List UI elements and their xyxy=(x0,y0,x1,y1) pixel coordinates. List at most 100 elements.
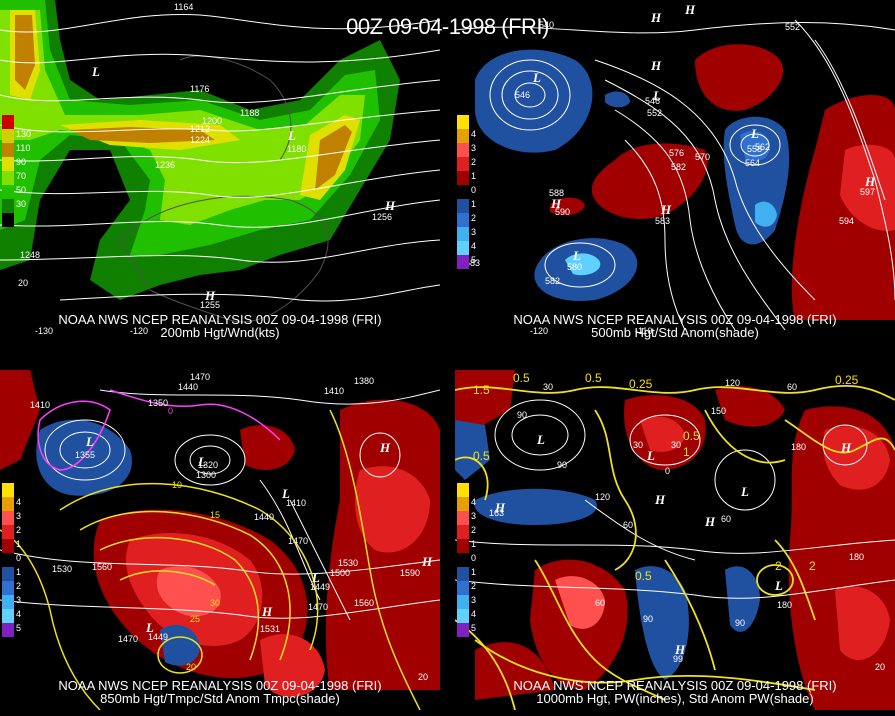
legend-swatch: 2 xyxy=(2,525,21,539)
legend-swatch: 1 xyxy=(457,567,476,581)
svg-text:1164: 1164 xyxy=(174,2,193,12)
legend-label: 1 xyxy=(471,171,477,181)
svg-text:-120: -120 xyxy=(130,326,148,336)
legend-label: 2 xyxy=(16,581,22,591)
legend-label: 5 xyxy=(16,623,22,633)
svg-text:90: 90 xyxy=(643,614,653,624)
legend-1000mb: 4 3 2 1 0 1 2 3 4 5 xyxy=(457,483,476,637)
svg-text:H: H xyxy=(864,174,876,189)
map-500mb: 540 552 546 546 552 558 564 570 576 582 … xyxy=(455,2,895,336)
legend-label: 2 xyxy=(16,525,22,535)
svg-text:180: 180 xyxy=(777,600,792,610)
svg-text:540: 540 xyxy=(539,20,554,30)
map-1000mb: 0.5 1.5 0.25 0.5 0.25 0.5 0.5 0.5 1 2 2 … xyxy=(455,370,895,710)
legend-swatch: 3 xyxy=(457,143,476,157)
svg-text:H: H xyxy=(650,10,662,25)
legend-swatch: 1 xyxy=(2,567,21,581)
svg-text:20: 20 xyxy=(418,672,428,682)
svg-text:1500: 1500 xyxy=(330,568,350,578)
legend-label: 130 xyxy=(16,129,32,139)
legend-swatch: 110 xyxy=(2,143,30,157)
legend-swatch: 2 xyxy=(457,213,476,227)
svg-text:583: 583 xyxy=(465,258,480,268)
legend-swatch: 3 xyxy=(457,227,476,241)
legend-swatch: 130 xyxy=(2,129,31,143)
blue-anom-3-inner xyxy=(740,131,771,162)
legend-swatch: 0 xyxy=(2,553,21,567)
svg-text:546: 546 xyxy=(645,96,660,106)
legend-label: 1 xyxy=(471,199,477,209)
svg-text:582: 582 xyxy=(671,162,686,172)
svg-text:570: 570 xyxy=(695,152,710,162)
jet-core-orange xyxy=(15,15,35,90)
red-anom-1 xyxy=(695,44,784,111)
panel-1000mb: 0.5 1.5 0.25 0.5 0.25 0.5 0.5 0.5 1 2 2 … xyxy=(455,370,895,710)
legend-label: 0 xyxy=(471,185,477,195)
legend-label: 1 xyxy=(471,567,477,577)
legend-swatch: 4 xyxy=(457,497,476,511)
blue-anom-3-inner2 xyxy=(755,201,777,227)
svg-text:1256: 1256 xyxy=(372,212,392,222)
svg-text:1530: 1530 xyxy=(52,564,72,574)
svg-text:H: H xyxy=(650,58,662,73)
legend-label: 90 xyxy=(16,157,27,167)
svg-text:546: 546 xyxy=(515,90,530,100)
legend-swatch: 4 xyxy=(457,609,476,623)
legend-label: 5 xyxy=(471,255,477,265)
legend-label: 3 xyxy=(471,143,477,153)
svg-text:-130: -130 xyxy=(35,326,53,336)
legend-swatch: 5 xyxy=(457,255,476,269)
svg-text:1449: 1449 xyxy=(148,632,168,642)
svg-text:90: 90 xyxy=(557,460,567,470)
svg-text:583: 583 xyxy=(655,216,670,226)
svg-text:99: 99 xyxy=(673,654,683,664)
legend-swatch: 0 xyxy=(457,185,476,199)
svg-text:90: 90 xyxy=(735,618,745,628)
svg-text:30: 30 xyxy=(543,382,553,392)
svg-text:1470: 1470 xyxy=(190,372,210,382)
legend-label: 70 xyxy=(16,171,27,181)
red-anom-4-inner xyxy=(840,144,895,231)
svg-text:60: 60 xyxy=(787,382,797,392)
legend-label: 3 xyxy=(16,595,22,605)
legend-label: 4 xyxy=(471,241,477,251)
legend-swatch: 4 xyxy=(457,241,476,255)
svg-text:1530: 1530 xyxy=(338,558,358,568)
svg-text:0.25: 0.25 xyxy=(835,373,859,387)
svg-text:594: 594 xyxy=(839,216,854,226)
map-200mb: 1164 1176 1188 1200 1212 1224 1236 1180 … xyxy=(0,0,440,336)
red-anom-2 xyxy=(591,143,708,220)
svg-text:1: 1 xyxy=(683,445,690,459)
legend-label: 3 xyxy=(471,595,477,605)
svg-text:1440: 1440 xyxy=(178,382,198,392)
svg-text:1180: 1180 xyxy=(287,144,306,154)
legend-swatch: 3 xyxy=(457,595,476,609)
legend-swatch: 1 xyxy=(2,539,21,553)
svg-text:H: H xyxy=(379,440,391,455)
svg-text:1410: 1410 xyxy=(324,386,344,396)
caption-850mb: NOAA NWS NCEP REANALYSIS 00Z 09-04-1998 … xyxy=(58,678,382,706)
svg-text:H: H xyxy=(421,554,433,569)
svg-text:30: 30 xyxy=(210,598,220,608)
legend-swatch xyxy=(457,483,469,497)
svg-text:1470: 1470 xyxy=(118,634,138,644)
svg-text:L: L xyxy=(532,70,541,85)
svg-text:L: L xyxy=(652,88,661,103)
legend-label: 0 xyxy=(16,553,22,563)
svg-text:60: 60 xyxy=(721,514,731,524)
svg-text:90: 90 xyxy=(517,410,527,420)
caption-1000mb: NOAA NWS NCEP REANALYSIS 00Z 09-04-1998 … xyxy=(513,678,837,706)
legend-label: 2 xyxy=(471,213,477,223)
svg-text:1531: 1531 xyxy=(260,624,280,634)
svg-text:0.5: 0.5 xyxy=(513,371,530,385)
legend-label: 3 xyxy=(16,511,22,521)
svg-text:10: 10 xyxy=(172,480,182,490)
legend-label: 4 xyxy=(471,497,477,507)
svg-text:L: L xyxy=(774,578,783,593)
legend-200mb: 130 110 90 70 50 30 xyxy=(2,115,31,227)
panel-500mb: 540 552 546 546 552 558 564 570 576 582 … xyxy=(455,0,895,340)
svg-text:L: L xyxy=(287,128,296,143)
legend-swatch: 50 xyxy=(2,185,26,199)
svg-text:1410: 1410 xyxy=(286,498,306,508)
svg-text:1350: 1350 xyxy=(148,398,168,408)
